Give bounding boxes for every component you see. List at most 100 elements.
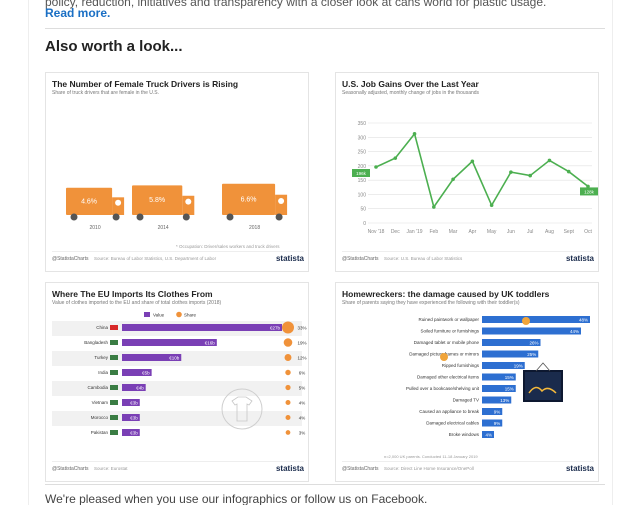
- truck-body: [222, 183, 276, 215]
- card-eu-clothes-imports[interactable]: Where The EU Imports Its Clothes From Va…: [45, 282, 309, 482]
- share-dot: [284, 354, 292, 361]
- statista-logo: statista: [275, 254, 304, 263]
- import-value-bar: [122, 354, 182, 361]
- damage-value-label: 15%: [505, 387, 514, 392]
- damage-bar: [482, 385, 516, 392]
- damage-bar: [482, 373, 516, 381]
- card-title: The Number of Female Truck Drivers is Ri…: [52, 79, 239, 89]
- frame-scribble: [528, 386, 557, 394]
- damage-label: Damaged electrical cables: [426, 421, 480, 426]
- card-footer: @StatistaCharts Source: Bureau of Labor …: [52, 251, 304, 265]
- divider: [45, 28, 605, 29]
- driver-icon: [278, 197, 285, 204]
- data-point: [489, 203, 494, 208]
- start-value-label: 196k: [356, 171, 367, 176]
- import-value-bar: [122, 399, 140, 406]
- y-tick-label: 150: [358, 178, 367, 184]
- import-value-label: €4b: [136, 386, 144, 391]
- import-value-bar: [122, 324, 282, 331]
- x-tick-label: Apr: [468, 229, 476, 235]
- data-point: [432, 205, 436, 209]
- data-point: [470, 159, 475, 164]
- share-dot: [283, 338, 293, 347]
- share-label: 5%: [299, 386, 306, 391]
- damage-value-label: 4%: [485, 433, 492, 438]
- damage-value-label: 15%: [505, 375, 514, 380]
- damage-value-label: 48%: [579, 318, 588, 323]
- card-uk-toddlers[interactable]: Homewreckers: the damage caused by UK to…: [335, 282, 599, 482]
- share-label: 19%: [297, 341, 306, 346]
- y-tick-label: 50: [360, 207, 366, 213]
- hand-print-icon: [440, 353, 448, 361]
- import-value-bar: [122, 429, 140, 436]
- job-gains-chart: 0 50 100 150 200 250 300 350 Nov '18 Dec Jan '19 Fe…: [352, 121, 598, 235]
- truck-value-label: 6.6%: [241, 196, 257, 203]
- damage-label: Ruined paintwork or wallpaper: [418, 317, 479, 322]
- facebook-note: We're pleased when you use our infograph…: [45, 492, 428, 505]
- country-label: Vietnam: [92, 400, 109, 405]
- damage-label: Soiled furniture or furnishings: [420, 329, 479, 334]
- damage-label: Damaged other electrical items: [417, 375, 480, 380]
- year-label: 2018: [249, 225, 260, 231]
- source-label: Source: Eurostat: [94, 466, 128, 471]
- data-point: [528, 173, 532, 178]
- truck-wheel: [226, 213, 234, 221]
- x-tick-label: Dec: [391, 229, 400, 235]
- cc-label: @StatistaCharts: [342, 466, 379, 472]
- damage-bar: [482, 408, 503, 415]
- card-female-truck-drivers[interactable]: The Number of Female Truck Drivers is Ri…: [45, 72, 309, 272]
- x-tick-label: Sept: [564, 229, 575, 235]
- damage-label: Pulled over a bookcase/shelving unit: [406, 386, 480, 391]
- row-stripe: [52, 411, 302, 426]
- import-value-bar: [122, 414, 140, 421]
- row-stripe: [52, 381, 302, 396]
- frame-hanger: [535, 362, 551, 372]
- import-value-bar: [122, 339, 217, 346]
- eu-imports-chart: Value Share China €27b 33% Bangladesh €16b 19% T…: [52, 311, 307, 436]
- divider: [45, 484, 605, 485]
- x-tick-label: Jan '19: [407, 229, 423, 235]
- data-point: [566, 169, 571, 174]
- share-label: 12%: [297, 356, 306, 361]
- country-label: China: [96, 325, 108, 330]
- import-value-bar: [122, 384, 146, 391]
- end-value-label: 128k: [584, 189, 595, 194]
- country-label: Cambodia: [87, 385, 108, 390]
- card-subtitle: Seasonally adjusted, monthly change of j…: [342, 90, 480, 96]
- hand-print-icon: [522, 317, 530, 325]
- clothes-icon-circle: [221, 388, 263, 430]
- year-label: 2014: [158, 225, 169, 231]
- country-label: India: [98, 370, 108, 375]
- share-dot: [285, 400, 291, 405]
- y-tick-label: 350: [358, 121, 367, 127]
- truck-value-label: 4.6%: [81, 198, 97, 205]
- truck-body: [132, 185, 183, 215]
- damage-bar: [482, 396, 512, 404]
- page-content: policy, reduction, initiatives and trans…: [28, 0, 613, 505]
- card-note: n=2,000 UK parents. Conducted 11-18 Janu…: [384, 454, 478, 459]
- share-dot: [282, 321, 294, 334]
- damage-bar: [482, 431, 494, 438]
- damage-bar: [482, 327, 581, 335]
- toddler-damage-chart: Ruined paintwork or wallpaper 48% Soiled f…: [406, 316, 590, 438]
- damage-value-label: 44%: [570, 329, 579, 334]
- damage-label: Damaged TV: [453, 398, 479, 403]
- read-more-link[interactable]: Read more.: [45, 6, 111, 20]
- card-job-gains[interactable]: U.S. Job Gains Over the Last Year Season…: [335, 72, 599, 272]
- y-tick-label: 300: [358, 135, 367, 141]
- x-tick-label: Aug: [545, 229, 554, 235]
- truck-wheel: [112, 213, 120, 221]
- legend-share-label: Share: [184, 313, 197, 318]
- truck-chart: 4.6% 2010 5.8% 2014 6.6% 2018: [66, 183, 288, 231]
- x-tick-label: Feb: [430, 229, 439, 235]
- country-flag: [110, 340, 118, 345]
- driver-icon: [185, 198, 192, 205]
- card-footer: @StatistaCharts Source: U.S. Bureau of L…: [342, 251, 594, 265]
- data-point: [412, 132, 417, 136]
- legend-share-swatch: [176, 311, 182, 318]
- import-value-label: €16b: [205, 341, 216, 346]
- card-note: * Occupation: Driver/sales workers and t…: [176, 244, 280, 249]
- data-point: [451, 177, 455, 182]
- import-value-bar: [122, 369, 152, 376]
- damage-label: Damaged tablet or mobile phone: [414, 340, 480, 345]
